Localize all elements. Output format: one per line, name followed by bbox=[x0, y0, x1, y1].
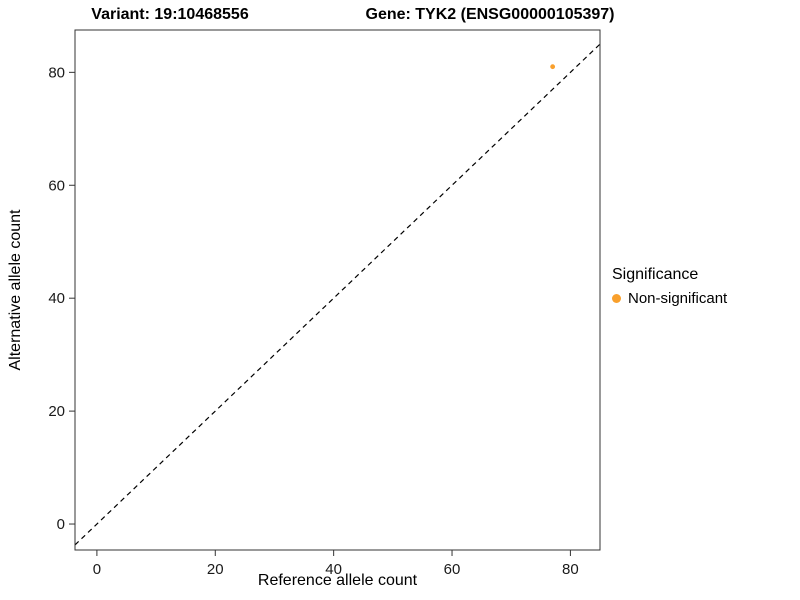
legend-swatch-non-significant bbox=[612, 294, 621, 303]
legend-item: Non-significant bbox=[612, 290, 727, 307]
legend: Significance Non-significant bbox=[612, 266, 727, 307]
x-tick-label: 80 bbox=[562, 561, 579, 578]
plot-title-gene: Gene: TYK2 (ENSG00000105397) bbox=[365, 6, 615, 23]
x-tick-label: 60 bbox=[444, 561, 461, 578]
y-tick-label: 40 bbox=[48, 290, 65, 307]
legend-item-label: Non-significant bbox=[628, 290, 728, 307]
plot-title-variant: Variant: 19:10468556 bbox=[91, 6, 249, 23]
legend-title: Significance bbox=[612, 266, 699, 283]
x-tick-label: 40 bbox=[325, 561, 342, 578]
y-axis-title: Alternative allele count bbox=[7, 209, 24, 371]
y-tick-label: 0 bbox=[57, 516, 65, 533]
panel-border bbox=[74, 29, 601, 551]
y-tick-label: 80 bbox=[48, 64, 65, 81]
identity-line bbox=[74, 43, 601, 546]
y-tick-label: 60 bbox=[48, 177, 65, 194]
x-axis-title: Reference allele count bbox=[258, 572, 418, 589]
data-point bbox=[550, 64, 556, 70]
x-tick-label: 0 bbox=[93, 561, 101, 578]
x-tick-label: 20 bbox=[207, 561, 224, 578]
y-tick-label: 20 bbox=[48, 403, 65, 420]
